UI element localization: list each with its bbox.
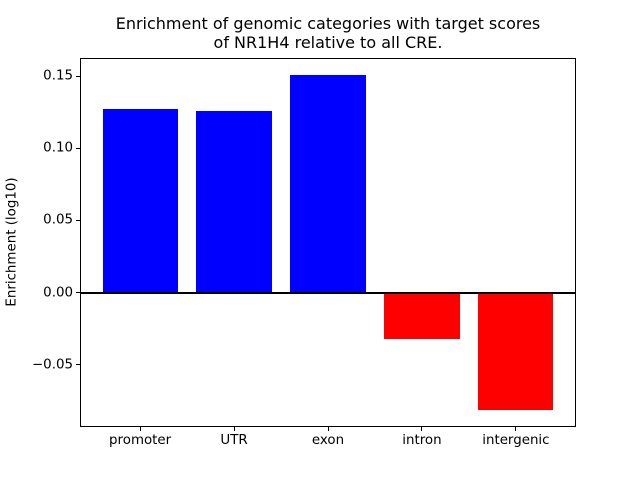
y-tick-label: 0.10 — [43, 140, 73, 156]
chart-title: Enrichment of genomic categories with ta… — [80, 14, 576, 52]
chart-title-line1: Enrichment of genomic categories with ta… — [115, 14, 541, 33]
x-tick-label-intron: intron — [402, 433, 442, 448]
bar-UTR — [196, 110, 272, 293]
x-tick-mark — [327, 427, 329, 431]
bar-intron — [384, 292, 460, 339]
y-tick-mark — [76, 75, 80, 77]
y-tick-mark — [76, 292, 80, 294]
y-tick-label: 0.15 — [43, 68, 73, 84]
zero-line — [80, 291, 576, 294]
x-tick-label-exon: exon — [311, 433, 345, 448]
x-tick-mark — [139, 427, 141, 431]
bar-promoter — [102, 109, 178, 293]
bar-exon — [290, 74, 366, 293]
y-tick-label: −0.05 — [31, 357, 73, 373]
x-tick-label-intergenic: intergenic — [482, 433, 550, 448]
bar-intergenic — [478, 292, 554, 410]
x-tick-label-UTR: UTR — [220, 433, 248, 448]
x-tick-mark — [421, 427, 423, 431]
chart-title-line2: of NR1H4 relative to all CRE. — [213, 32, 443, 52]
y-tick-label: 0.05 — [43, 212, 73, 228]
plot-area — [80, 58, 576, 427]
y-tick-mark — [76, 219, 80, 221]
x-tick-mark — [515, 427, 517, 431]
x-tick-mark — [233, 427, 235, 431]
x-tick-label-promoter: promoter — [109, 433, 172, 448]
y-tick-mark — [76, 364, 80, 366]
y-tick-label: 0.00 — [43, 285, 73, 301]
y-tick-mark — [76, 147, 80, 149]
